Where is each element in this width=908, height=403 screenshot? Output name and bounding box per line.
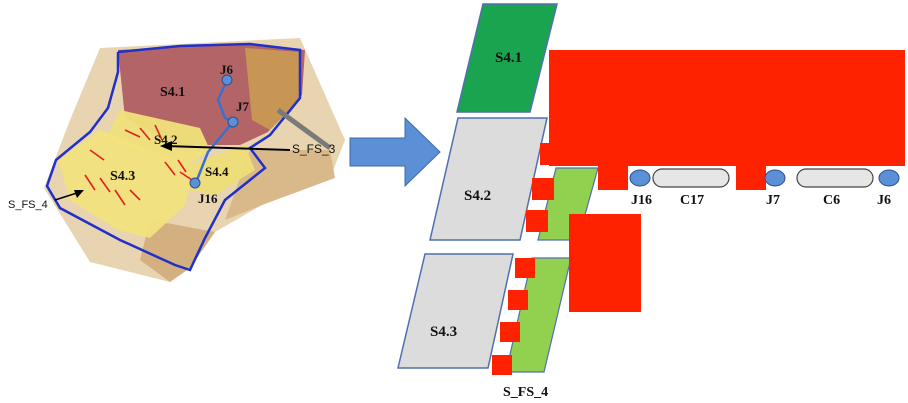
conduit-c6 bbox=[796, 168, 874, 188]
schematic-label-c17: C17 bbox=[680, 193, 704, 208]
map-label-j16: J16 bbox=[198, 191, 218, 206]
map-label-j6: J6 bbox=[220, 62, 234, 77]
building-small-1 bbox=[540, 143, 560, 165]
map-zone-s42 bbox=[105, 110, 210, 165]
map-pointer-s-fs-3-head bbox=[160, 141, 172, 151]
map-terrain-south bbox=[140, 220, 215, 282]
building-small-4 bbox=[515, 258, 535, 278]
schematic-label-s41: S4.1 bbox=[495, 50, 522, 66]
building-block-lower bbox=[569, 214, 641, 312]
map-label-s41: S4.1 bbox=[160, 85, 185, 100]
schematic-label-j16: J16 bbox=[631, 193, 652, 208]
map-junction-j6 bbox=[221, 74, 233, 86]
map-pointer-s-fs-4-head bbox=[74, 190, 84, 198]
map-junction-j16 bbox=[189, 177, 201, 189]
schematic: S4.1 S4.2 S4.3 J16 C17 J7 C6 J6 bbox=[397, 3, 905, 400]
subcatchment-s43 bbox=[397, 253, 514, 369]
junction-j6 bbox=[878, 169, 900, 187]
building-small-6 bbox=[500, 322, 520, 342]
map-catchment-boundary bbox=[45, 42, 302, 272]
schematic-label-s43: S4.3 bbox=[430, 324, 457, 340]
building-block-tab-2 bbox=[736, 160, 766, 190]
map-road bbox=[276, 107, 332, 151]
schematic-label-c6: C6 bbox=[823, 193, 840, 208]
map-label-s43: S4.3 bbox=[110, 169, 135, 184]
building-small-7 bbox=[492, 355, 512, 375]
map-pointer-s-fs-3 bbox=[164, 145, 291, 151]
building-small-2 bbox=[532, 178, 554, 200]
building-block-tab-1 bbox=[598, 160, 628, 190]
aerial-map: S4.1 S4.2 S4.3 S4.4 J6 J7 J16 S_FS_3 S_F… bbox=[8, 38, 345, 282]
building-small-3 bbox=[526, 210, 548, 232]
map-zone-s44 bbox=[188, 145, 255, 195]
schematic-label-j6: J6 bbox=[877, 193, 891, 208]
map-label-j7: J7 bbox=[236, 99, 250, 114]
schematic-label-s42: S4.2 bbox=[464, 188, 491, 204]
map-label-s-fs-4: S_FS_4 bbox=[8, 199, 48, 211]
junction-j16 bbox=[629, 169, 651, 187]
map-zone-s43 bbox=[58, 130, 195, 238]
schematic-label-j7: J7 bbox=[766, 193, 780, 208]
junction-j7 bbox=[764, 169, 786, 187]
map-label-s-fs-3: S_FS_3 bbox=[292, 142, 336, 156]
schematic-label-s-fs-4: S_FS_4 bbox=[503, 385, 548, 400]
transition-arrow bbox=[349, 116, 441, 188]
subcatchment-s41 bbox=[456, 3, 558, 113]
map-junction-j7 bbox=[227, 116, 239, 128]
building-block-main bbox=[549, 50, 905, 166]
subcatchment-s42 bbox=[429, 117, 548, 241]
map-label-s44: S4.4 bbox=[205, 164, 229, 179]
map-catchment-s41-right bbox=[245, 48, 300, 130]
building-small-5 bbox=[508, 290, 528, 310]
conduit-c17 bbox=[652, 168, 730, 188]
